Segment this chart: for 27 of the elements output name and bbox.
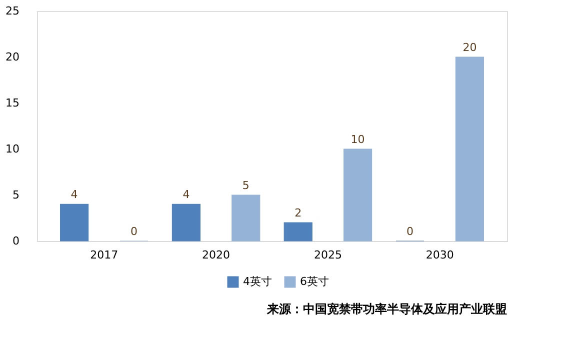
bar <box>343 148 372 242</box>
data-label: 2 <box>294 206 302 220</box>
data-label: 0 <box>130 225 138 238</box>
x-tick-label: 2030 <box>426 248 454 262</box>
x-tick-label: 2017 <box>90 248 118 262</box>
legend-label: 6英寸 <box>300 275 329 288</box>
y-tick-label: 20 <box>6 50 20 64</box>
data-label: 0 <box>406 225 414 238</box>
data-label: 20 <box>462 41 477 54</box>
data-label: 5 <box>242 179 250 192</box>
x-tick-label: 2025 <box>314 248 342 262</box>
y-tick-label: 15 <box>6 96 20 110</box>
y-tick-label: 10 <box>6 142 20 156</box>
y-tick-label: 0 <box>12 234 20 248</box>
bar <box>60 204 89 242</box>
bar <box>455 56 484 242</box>
legend-label: 4英寸 <box>243 275 272 288</box>
data-label: 10 <box>350 133 365 146</box>
data-label: 4 <box>70 188 78 202</box>
x-tick-label: 2020 <box>202 248 230 262</box>
data-label: 4 <box>182 188 190 202</box>
y-tick-label: 5 <box>12 188 20 202</box>
y-tick-label: 25 <box>6 4 20 18</box>
source-note: 来源：中国宽禁带功率半导体及应用产业联盟 <box>266 302 507 316</box>
bar <box>172 204 201 242</box>
bar <box>284 222 312 242</box>
bar <box>232 194 260 242</box>
